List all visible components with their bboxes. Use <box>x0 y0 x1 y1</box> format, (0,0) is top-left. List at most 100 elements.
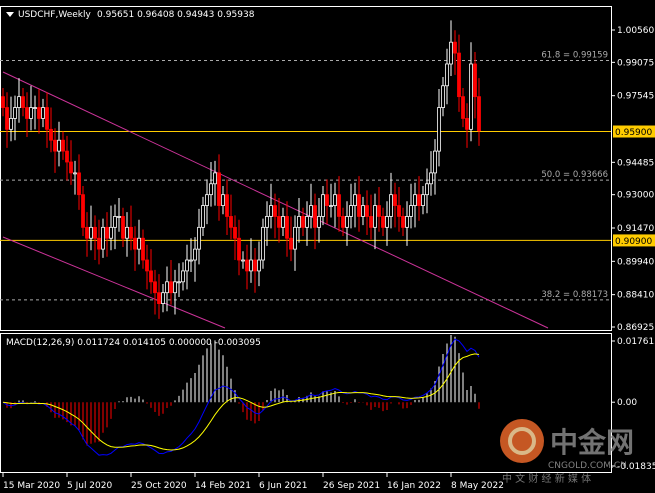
candle-body <box>85 226 89 239</box>
candle-body <box>169 281 173 294</box>
candle-body <box>153 281 157 294</box>
price-label-bg <box>613 234 655 247</box>
candle-body <box>185 259 189 272</box>
macd-y-tick-label: 0.017615 <box>617 337 655 347</box>
candle-body <box>145 259 149 272</box>
candle-body <box>9 118 13 130</box>
candle-body <box>413 194 417 206</box>
candle-body <box>337 194 341 217</box>
candle-body <box>401 216 405 228</box>
candle-body <box>265 216 269 228</box>
candle-body <box>197 226 201 250</box>
candle-body <box>161 292 165 304</box>
x-tick-label: 26 Sep 2021 <box>323 481 380 491</box>
candle-body <box>369 216 373 228</box>
candle-body <box>1 96 5 108</box>
candle-body <box>73 172 77 175</box>
y-tick-label: 0.88410 <box>617 291 654 301</box>
candle-body <box>269 205 273 217</box>
candle-body <box>53 139 57 152</box>
candle-body <box>125 226 129 239</box>
candle-body <box>441 85 445 108</box>
candle-body <box>333 194 337 206</box>
y-tick-label: 0.86925 <box>617 323 654 333</box>
candle-body <box>49 128 53 141</box>
macd-y-tick-label: -0.018353 <box>617 462 655 472</box>
candle-body <box>429 172 433 185</box>
candle-body <box>181 270 185 283</box>
watermark-brand: 中金网 <box>550 426 634 459</box>
candle-body <box>249 259 253 272</box>
candle-body <box>301 216 305 228</box>
candle-body <box>393 194 397 206</box>
candle-body <box>245 259 249 272</box>
candle-body <box>381 216 385 228</box>
candle-body <box>177 281 181 284</box>
candle-body <box>425 183 429 196</box>
candle-body <box>101 226 105 250</box>
y-tick-label: 0.93000 <box>617 191 654 201</box>
candle-body <box>257 259 261 272</box>
candle-body <box>253 259 257 272</box>
candle-body <box>341 216 345 228</box>
candle-body <box>105 226 109 239</box>
candle-body <box>325 194 329 206</box>
candle-body <box>165 281 169 294</box>
y-tick-label: 0.94485 <box>617 158 654 168</box>
watermark-domain: CNGOLD.COM.CN <box>548 461 627 471</box>
candle-body <box>309 205 313 217</box>
x-tick-label: 15 Mar 2020 <box>3 481 60 491</box>
symbol-label: USDCHF,Weekly <box>18 10 91 20</box>
candle-body <box>25 107 29 119</box>
candle-body <box>469 63 473 130</box>
candle-body <box>117 216 121 218</box>
candle-body <box>109 226 113 239</box>
candle-body <box>33 107 37 109</box>
collapse-triangle-icon[interactable] <box>6 12 14 17</box>
candle-body <box>473 63 477 98</box>
candle-body <box>277 216 281 228</box>
candle-body <box>397 205 401 217</box>
macd-pane-frame <box>0 333 612 473</box>
candle-body <box>273 205 277 217</box>
candle-body <box>113 216 117 228</box>
candle-body <box>349 205 353 217</box>
candle-body <box>457 52 461 98</box>
watermark-tagline: 中 文 财 经 新 媒 体 <box>502 472 591 485</box>
candle-body <box>193 248 197 261</box>
candle-body <box>237 237 241 261</box>
watermark-logo: 中金网 CNGOLD.COM.CN 中 文 财 经 新 媒 体 <box>500 419 634 485</box>
candle-body <box>353 194 357 206</box>
candle-body <box>461 96 465 119</box>
candle-body <box>357 194 361 217</box>
candle-body <box>5 107 9 130</box>
candle-body <box>417 194 421 206</box>
candle-body <box>293 226 297 250</box>
candle-body <box>201 205 205 228</box>
candle-body <box>285 216 289 239</box>
macd-line <box>2 338 480 456</box>
candle-body <box>241 259 245 262</box>
candle-body <box>133 237 137 250</box>
candle-body <box>437 107 441 152</box>
candle-body <box>373 205 377 228</box>
candle-body <box>465 118 469 130</box>
candle-body <box>81 194 85 228</box>
candle-body <box>17 96 21 108</box>
candle-body <box>213 172 217 185</box>
x-tick-label: 6 Jun 2021 <box>259 481 307 491</box>
candle-body <box>385 216 389 228</box>
candle-body <box>13 107 17 119</box>
price-label: 0.95900 <box>615 128 652 138</box>
candle-body <box>225 194 229 217</box>
candle-body <box>221 194 225 206</box>
candle-body <box>321 194 325 217</box>
candle-body <box>41 107 45 119</box>
candle-body <box>29 107 33 119</box>
candle-body <box>149 270 153 283</box>
y-tick-label: 0.99075 <box>617 58 654 68</box>
candle-body <box>77 172 81 196</box>
candle-body <box>453 41 457 54</box>
candle-body <box>173 281 177 294</box>
